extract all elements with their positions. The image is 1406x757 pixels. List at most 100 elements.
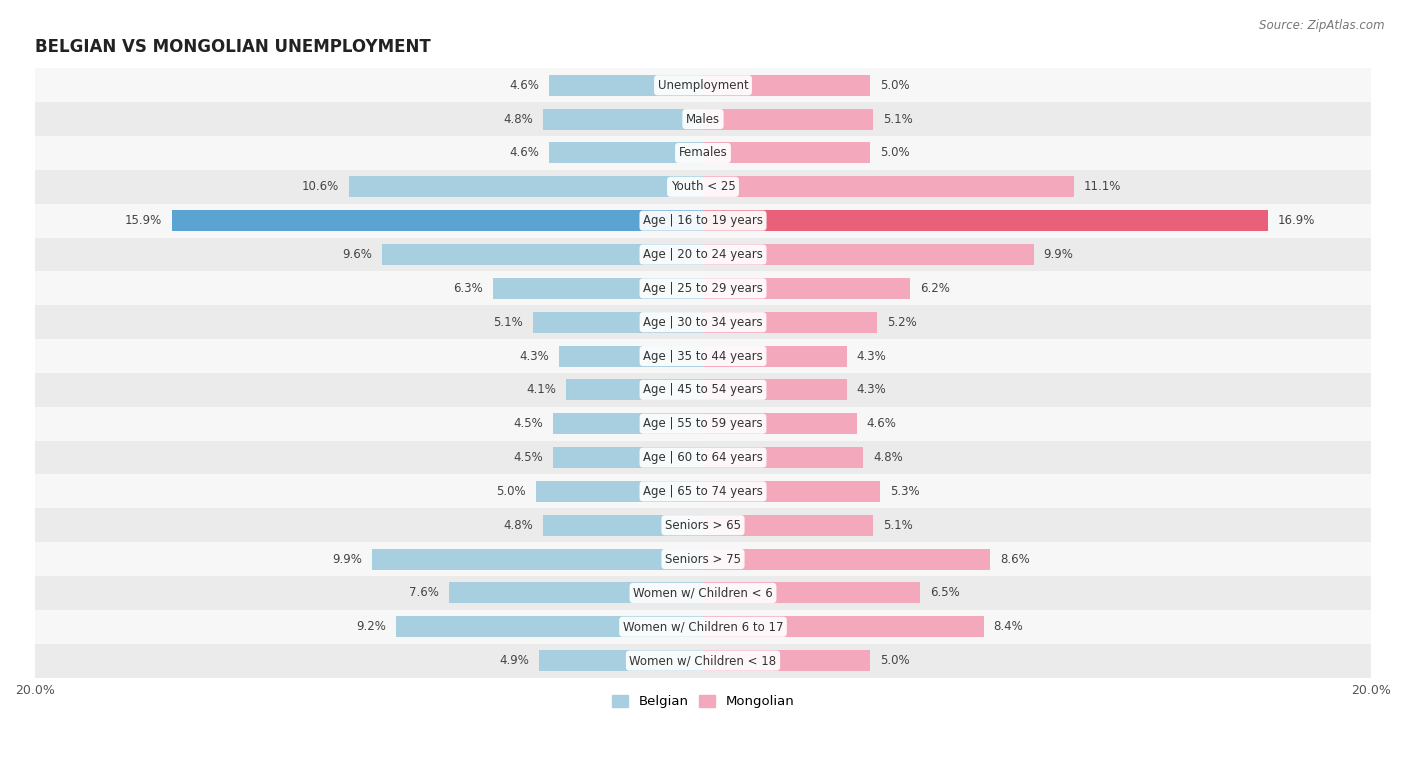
Text: 5.0%: 5.0% [880, 79, 910, 92]
Bar [550, 142, 703, 164]
Bar [567, 379, 703, 400]
Text: Age | 60 to 64 years: Age | 60 to 64 years [643, 451, 763, 464]
Text: 9.6%: 9.6% [343, 248, 373, 261]
Text: 4.6%: 4.6% [509, 146, 540, 160]
Text: 8.4%: 8.4% [994, 620, 1024, 634]
Text: Females: Females [679, 146, 727, 160]
Bar [553, 447, 703, 468]
Text: 8.6%: 8.6% [1000, 553, 1031, 565]
Text: Unemployment: Unemployment [658, 79, 748, 92]
Text: Women w/ Children < 18: Women w/ Children < 18 [630, 654, 776, 667]
Bar [349, 176, 703, 198]
Text: 4.6%: 4.6% [509, 79, 540, 92]
Text: 11.1%: 11.1% [1084, 180, 1121, 193]
Text: Age | 25 to 29 years: Age | 25 to 29 years [643, 282, 763, 294]
Bar [703, 650, 870, 671]
Bar [373, 549, 703, 569]
Bar [533, 312, 703, 332]
Bar [492, 278, 703, 299]
Text: 9.2%: 9.2% [356, 620, 385, 634]
Text: Age | 20 to 24 years: Age | 20 to 24 years [643, 248, 763, 261]
Text: 5.0%: 5.0% [880, 654, 910, 667]
Text: 15.9%: 15.9% [125, 214, 162, 227]
Text: 4.8%: 4.8% [503, 113, 533, 126]
Text: 4.5%: 4.5% [513, 451, 543, 464]
Bar [703, 278, 910, 299]
Text: 4.1%: 4.1% [526, 383, 555, 397]
Bar [553, 413, 703, 435]
Bar [703, 616, 984, 637]
Text: Age | 30 to 34 years: Age | 30 to 34 years [643, 316, 763, 329]
Text: Women w/ Children 6 to 17: Women w/ Children 6 to 17 [623, 620, 783, 634]
Text: BELGIAN VS MONGOLIAN UNEMPLOYMENT: BELGIAN VS MONGOLIAN UNEMPLOYMENT [35, 38, 430, 56]
Bar [703, 210, 1268, 231]
Text: 4.8%: 4.8% [873, 451, 903, 464]
Text: 4.9%: 4.9% [499, 654, 529, 667]
Text: Age | 45 to 54 years: Age | 45 to 54 years [643, 383, 763, 397]
Text: 5.1%: 5.1% [883, 519, 912, 531]
Bar [35, 102, 1371, 136]
Bar [703, 345, 846, 366]
Bar [703, 413, 856, 435]
Text: 9.9%: 9.9% [1043, 248, 1074, 261]
Bar [703, 312, 877, 332]
Bar [35, 339, 1371, 373]
Bar [536, 481, 703, 502]
Text: 7.6%: 7.6% [409, 587, 439, 600]
Text: 5.2%: 5.2% [887, 316, 917, 329]
Bar [540, 650, 703, 671]
Bar [703, 379, 846, 400]
Text: Age | 55 to 59 years: Age | 55 to 59 years [643, 417, 763, 430]
Bar [35, 373, 1371, 407]
Bar [703, 109, 873, 129]
Bar [35, 441, 1371, 475]
Bar [449, 582, 703, 603]
Bar [35, 238, 1371, 272]
Text: 5.0%: 5.0% [496, 485, 526, 498]
Text: 5.1%: 5.1% [883, 113, 912, 126]
Text: Age | 35 to 44 years: Age | 35 to 44 years [643, 350, 763, 363]
Bar [35, 643, 1371, 678]
Text: Age | 16 to 19 years: Age | 16 to 19 years [643, 214, 763, 227]
Bar [703, 176, 1074, 198]
Bar [703, 447, 863, 468]
Bar [543, 109, 703, 129]
Bar [703, 515, 873, 536]
Text: Males: Males [686, 113, 720, 126]
Bar [35, 407, 1371, 441]
Bar [703, 582, 920, 603]
Text: Women w/ Children < 6: Women w/ Children < 6 [633, 587, 773, 600]
Text: 10.6%: 10.6% [302, 180, 339, 193]
Bar [35, 576, 1371, 610]
Bar [35, 475, 1371, 508]
Text: 4.3%: 4.3% [856, 350, 886, 363]
Text: 6.5%: 6.5% [931, 587, 960, 600]
Text: 9.9%: 9.9% [332, 553, 363, 565]
Text: Youth < 25: Youth < 25 [671, 180, 735, 193]
Text: 4.8%: 4.8% [503, 519, 533, 531]
Bar [560, 345, 703, 366]
Bar [703, 244, 1033, 265]
Bar [35, 204, 1371, 238]
Text: Seniors > 75: Seniors > 75 [665, 553, 741, 565]
Text: 16.9%: 16.9% [1278, 214, 1315, 227]
Legend: Belgian, Mongolian: Belgian, Mongolian [606, 690, 800, 714]
Bar [382, 244, 703, 265]
Text: 6.3%: 6.3% [453, 282, 482, 294]
Text: 5.3%: 5.3% [890, 485, 920, 498]
Bar [703, 142, 870, 164]
Text: Source: ZipAtlas.com: Source: ZipAtlas.com [1260, 19, 1385, 32]
Text: Age | 65 to 74 years: Age | 65 to 74 years [643, 485, 763, 498]
Text: 4.3%: 4.3% [856, 383, 886, 397]
Text: 5.1%: 5.1% [494, 316, 523, 329]
Bar [35, 136, 1371, 170]
Text: Seniors > 65: Seniors > 65 [665, 519, 741, 531]
Bar [395, 616, 703, 637]
Bar [35, 170, 1371, 204]
Bar [543, 515, 703, 536]
Bar [703, 75, 870, 96]
Bar [550, 75, 703, 96]
Text: 6.2%: 6.2% [920, 282, 950, 294]
Bar [35, 68, 1371, 102]
Bar [35, 542, 1371, 576]
